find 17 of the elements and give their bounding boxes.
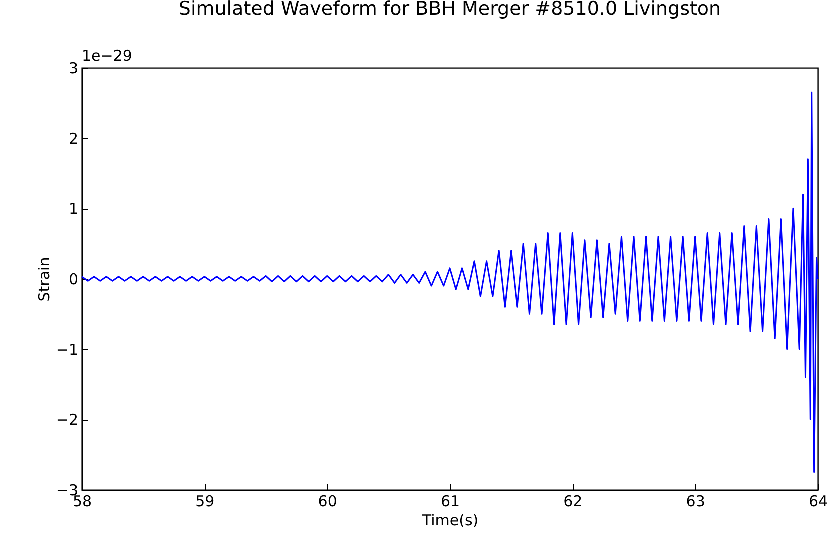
y-axis-title: Strain — [35, 257, 54, 302]
y-tick-label: 2 — [68, 130, 78, 148]
y-tick-label: 3 — [68, 60, 78, 78]
y-tick-label: −2 — [56, 411, 78, 430]
x-tick-label: 61 — [440, 492, 460, 510]
x-tick-label: 64 — [808, 492, 828, 510]
x-tick-label: 63 — [686, 492, 706, 510]
x-tick-label: 62 — [564, 492, 583, 510]
y-tick-label: −1 — [56, 340, 78, 359]
y-tick-label: 1 — [68, 200, 78, 218]
y-tick-label: 0 — [68, 270, 78, 288]
chart-title: Simulated Waveform for BBH Merger #8510.0 Livingston — [178, 0, 722, 20]
x-axis-title: Time(s) — [421, 512, 479, 530]
line-series — [81, 92, 819, 474]
x-tick-label: 60 — [318, 492, 338, 510]
text: 1e−29 — [82, 47, 132, 65]
x-tick-label: 59 — [196, 492, 215, 510]
